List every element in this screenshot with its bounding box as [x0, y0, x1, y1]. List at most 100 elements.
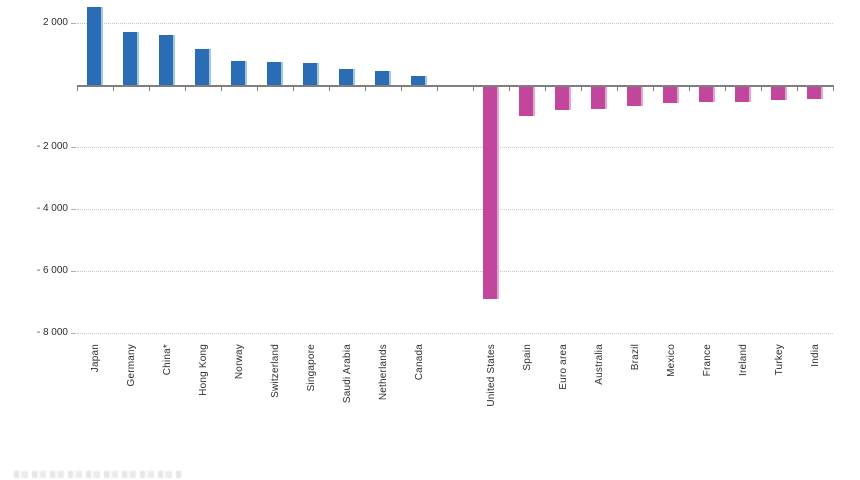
- y-tick-label: - 8 000: [36, 327, 68, 338]
- x-axis-tick: [725, 87, 726, 91]
- gridline: [77, 23, 833, 24]
- y-tick-label: - 2 000: [36, 141, 68, 152]
- bar-australia: [591, 87, 607, 109]
- x-tick-label: Hong Kong: [185, 344, 221, 440]
- x-tick-label-text: Ireland: [737, 344, 749, 376]
- bar-canada: [411, 76, 427, 85]
- x-axis-tick: [293, 87, 294, 91]
- x-tick-label: Euro area: [545, 344, 581, 440]
- x-axis-tick: [761, 87, 762, 91]
- x-tick-label: Brazil: [617, 344, 653, 440]
- x-tick-label-text: Spain: [521, 344, 533, 371]
- gridline: [77, 333, 833, 334]
- x-axis-tick: [365, 87, 366, 91]
- bar-netherlands: [375, 71, 391, 85]
- x-tick-label: Japan: [77, 344, 113, 440]
- x-tick-label-text: Singapore: [305, 344, 317, 392]
- x-axis-tick: [113, 87, 114, 91]
- x-tick-label: Germany: [113, 344, 149, 440]
- x-axis-tick: [689, 87, 690, 91]
- y-axis-tick: [71, 23, 76, 24]
- bar-france: [699, 87, 715, 102]
- y-tick-label: 2 000: [42, 17, 68, 28]
- bar-india: [807, 87, 823, 99]
- x-tick-label: Netherlands: [365, 344, 401, 440]
- x-tick-label: United States: [473, 344, 509, 440]
- y-axis-tick: [71, 147, 76, 148]
- x-axis-tick: [545, 87, 546, 91]
- x-tick-label-text: Mexico: [665, 344, 677, 377]
- x-tick-label-text: United States: [485, 344, 497, 407]
- x-tick-label: Ireland: [725, 344, 761, 440]
- x-axis-tick: [221, 87, 222, 91]
- x-tick-label: India: [797, 344, 833, 440]
- x-tick-label: Turkey: [761, 344, 797, 440]
- footer-cropped-text: [14, 471, 182, 478]
- bar-japan: [87, 7, 103, 85]
- x-tick-label: China*: [149, 344, 185, 440]
- y-axis-tick: [71, 333, 76, 334]
- x-axis-tick: [653, 87, 654, 91]
- x-tick-label: Spain: [509, 344, 545, 440]
- bar-saudi-arabia: [339, 69, 355, 85]
- x-tick-label-text: Japan: [89, 344, 101, 373]
- x-tick-label-text: China*: [161, 344, 173, 376]
- x-axis-line: [77, 85, 834, 87]
- y-axis-tick: [71, 209, 76, 210]
- x-axis-tick: [329, 87, 330, 91]
- x-axis-tick: [257, 87, 258, 91]
- x-tick-label-text: Hong Kong: [197, 344, 209, 396]
- bar-switzerland: [267, 62, 283, 85]
- bar-norway: [231, 61, 247, 85]
- bar-mexico: [663, 87, 679, 103]
- x-tick-label-text: Switzerland: [269, 344, 281, 398]
- bar-euro-area: [555, 87, 571, 110]
- x-tick-label-text: France: [701, 344, 713, 377]
- x-axis-tick: [437, 87, 438, 91]
- x-axis-tick: [833, 87, 834, 91]
- x-tick-label: France: [689, 344, 725, 440]
- y-tick-label: - 4 000: [36, 203, 68, 214]
- x-tick-label-text: Norway: [233, 344, 245, 380]
- gridline: [77, 271, 833, 272]
- bar-singapore: [303, 63, 319, 85]
- y-axis-tick: [71, 271, 76, 272]
- bar-united-states: [483, 87, 499, 299]
- bar-china: [159, 35, 175, 85]
- x-tick-label-text: Saudi Arabia: [341, 344, 353, 404]
- x-tick-label: Singapore: [293, 344, 329, 440]
- x-tick-label-text: Germany: [125, 344, 137, 387]
- y-tick-label: - 6 000: [36, 265, 68, 276]
- x-axis-tick: [401, 87, 402, 91]
- bar-hong-kong: [195, 49, 211, 85]
- bar-ireland: [735, 87, 751, 102]
- bar-germany: [123, 32, 139, 85]
- x-tick-label: Canada: [401, 344, 437, 440]
- x-tick-label-text: Euro area: [557, 344, 569, 390]
- x-axis-tick: [77, 87, 78, 91]
- x-tick-label-text: India: [809, 344, 821, 367]
- gridline: [77, 147, 833, 148]
- x-tick-label-text: Turkey: [773, 344, 785, 376]
- x-axis-tick: [617, 87, 618, 91]
- x-axis-tick: [149, 87, 150, 91]
- x-tick-label: Australia: [581, 344, 617, 440]
- gridline: [77, 209, 833, 210]
- x-axis-tick: [185, 87, 186, 91]
- x-tick-label-text: Netherlands: [377, 344, 389, 401]
- x-tick-label: Norway: [221, 344, 257, 440]
- x-tick-label-text: Australia: [593, 344, 605, 385]
- x-tick-label-text: Canada: [413, 344, 425, 381]
- bar-brazil: [627, 87, 643, 106]
- x-tick-label: Mexico: [653, 344, 689, 440]
- x-axis-tick: [473, 87, 474, 91]
- bar-spain: [519, 87, 535, 116]
- x-tick-label: Saudi Arabia: [329, 344, 365, 440]
- bar-turkey: [771, 87, 787, 100]
- x-axis-tick: [509, 87, 510, 91]
- x-axis-tick: [797, 87, 798, 91]
- x-tick-label-text: Brazil: [629, 344, 641, 371]
- x-axis-tick: [581, 87, 582, 91]
- x-tick-label: Switzerland: [257, 344, 293, 440]
